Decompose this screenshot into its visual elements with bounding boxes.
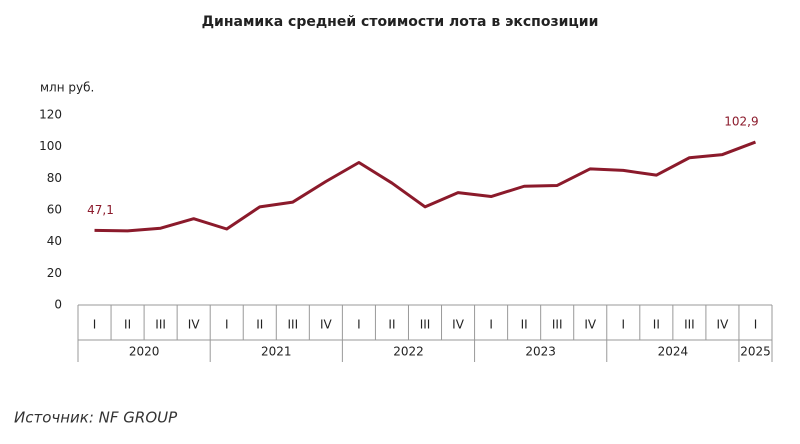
x-tick-label: I (754, 318, 758, 332)
x-tick-label: II (521, 318, 528, 332)
x-tick-label: III (552, 318, 563, 332)
x-tick-label: IV (584, 318, 597, 332)
line (94, 140, 757, 233)
x-tick-label: I (93, 318, 97, 332)
value-label: 102,9 (724, 115, 758, 129)
year-label: 2023 (525, 345, 556, 359)
x-tick-label: IV (717, 318, 730, 332)
value-label: 47,1 (87, 203, 114, 217)
chart-title: Динамика средней стоимости лота в экспоз… (202, 14, 599, 30)
y-axis-label: млн руб. (40, 81, 94, 95)
x-tick-label: I (225, 318, 229, 332)
x-tick-label: III (287, 318, 298, 332)
year-label: 2022 (393, 345, 424, 359)
year-label: 2024 (658, 345, 689, 359)
x-tick-label: IV (320, 318, 333, 332)
x-tick-label: IV (452, 318, 465, 332)
y-tick-label: 80 (47, 171, 62, 185)
y-tick-label: 120 (39, 108, 62, 122)
x-tick-label: II (124, 318, 131, 332)
y-tick-label: 100 (39, 139, 62, 153)
x-tick-label: I (489, 318, 493, 332)
year-label: 2021 (261, 345, 292, 359)
x-tick-label: II (256, 318, 263, 332)
x-tick-label: III (155, 318, 166, 332)
x-tick-label: II (388, 318, 395, 332)
x-tick-label: I (622, 318, 626, 332)
y-tick-label: 20 (47, 266, 62, 280)
y-tick-label: 40 (47, 234, 62, 248)
year-label: 2025 (740, 345, 771, 359)
y-tick-label: 0 (54, 298, 62, 312)
x-tick-label: III (420, 318, 431, 332)
source: Источник: NF GROUP (14, 409, 178, 427)
x-tick-label: II (653, 318, 660, 332)
y-tick-label: 60 (47, 203, 62, 217)
year-label: 2020 (129, 345, 160, 359)
x-tick-label: IV (188, 318, 201, 332)
x-tick-label: I (357, 318, 361, 332)
x-tick-label: III (684, 318, 695, 332)
